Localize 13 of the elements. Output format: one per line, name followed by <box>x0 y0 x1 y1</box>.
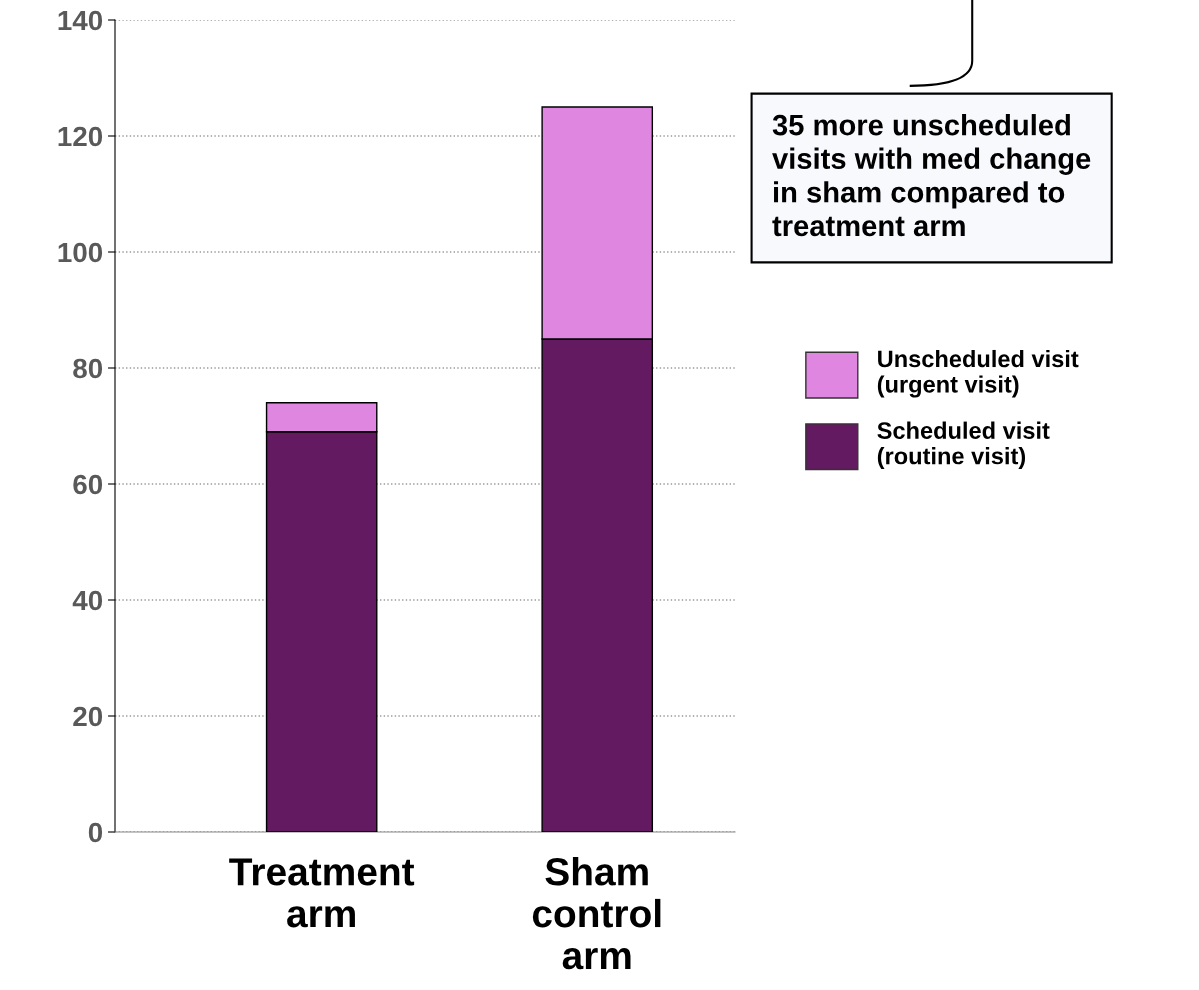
y-tick-label: 140 <box>58 10 103 31</box>
y-tick-label: 120 <box>58 126 103 147</box>
legend-label: Unscheduled visit (urgent visit) <box>877 349 1079 398</box>
y-tick-label: 60 <box>73 474 103 495</box>
y-tick-label: 40 <box>72 590 103 611</box>
y-tick-label: 0 <box>88 822 103 843</box>
legend-label: Scheduled visit (routine visit) <box>877 421 1050 470</box>
y-tick-label: 100 <box>58 242 103 263</box>
x-tick-label: Sham control arm <box>532 857 661 970</box>
x-tick-label: Treatment arm <box>229 858 415 928</box>
y-tick-label: 20 <box>73 706 103 727</box>
text: 35 more unscheduled visits with med change in sham compared to treatment arm <box>772 114 1091 237</box>
y-tick-label: 80 <box>73 358 103 379</box>
